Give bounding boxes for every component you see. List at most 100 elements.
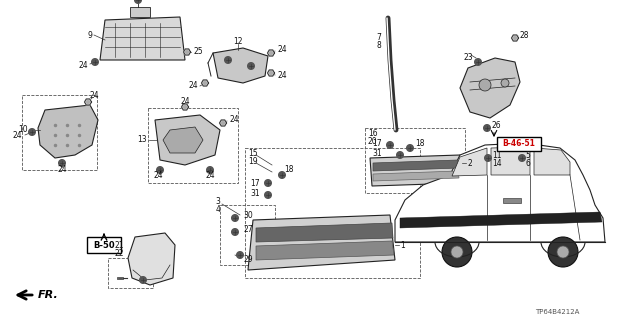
Text: B-50: B-50 — [93, 241, 115, 250]
Circle shape — [501, 79, 509, 87]
Bar — [503, 198, 521, 203]
Text: 23: 23 — [463, 52, 473, 61]
Circle shape — [269, 71, 273, 75]
Text: 24: 24 — [188, 82, 198, 91]
Text: 24: 24 — [277, 45, 287, 54]
Text: FR.: FR. — [38, 290, 59, 300]
Text: 28: 28 — [520, 31, 529, 41]
Circle shape — [157, 166, 163, 173]
Polygon shape — [534, 148, 570, 175]
Text: 24: 24 — [180, 97, 190, 106]
Text: 18: 18 — [284, 165, 294, 174]
Circle shape — [264, 191, 271, 198]
Circle shape — [92, 59, 99, 66]
Polygon shape — [373, 160, 459, 171]
Text: 14: 14 — [492, 158, 502, 167]
Circle shape — [269, 51, 273, 55]
Polygon shape — [163, 127, 203, 153]
Polygon shape — [373, 171, 459, 181]
Circle shape — [225, 57, 232, 63]
Polygon shape — [256, 223, 393, 242]
Text: 24: 24 — [205, 172, 215, 180]
Circle shape — [232, 214, 239, 221]
Text: 8: 8 — [376, 42, 381, 51]
Circle shape — [397, 151, 403, 158]
Polygon shape — [128, 233, 175, 285]
Circle shape — [278, 172, 285, 179]
Circle shape — [204, 81, 207, 85]
Circle shape — [548, 237, 578, 267]
Text: 31: 31 — [372, 148, 382, 157]
Circle shape — [58, 159, 65, 166]
Text: 27: 27 — [243, 226, 253, 235]
Polygon shape — [184, 49, 191, 55]
Polygon shape — [511, 35, 518, 41]
Bar — [117, 276, 123, 279]
Polygon shape — [155, 115, 220, 165]
Text: 15: 15 — [248, 148, 258, 157]
Circle shape — [479, 79, 491, 91]
Bar — [22, 95, 97, 170]
Circle shape — [134, 0, 141, 4]
Text: 26: 26 — [492, 122, 502, 131]
Text: 6: 6 — [525, 158, 530, 167]
Text: 18: 18 — [415, 140, 424, 148]
Text: 2: 2 — [468, 158, 473, 167]
Polygon shape — [202, 80, 209, 86]
Circle shape — [221, 121, 225, 125]
Circle shape — [557, 246, 569, 258]
Circle shape — [513, 36, 516, 40]
Text: 24: 24 — [142, 0, 152, 2]
Circle shape — [264, 180, 271, 187]
Polygon shape — [220, 120, 227, 126]
Text: 7: 7 — [376, 34, 381, 43]
Text: 31: 31 — [250, 188, 260, 197]
Text: 5: 5 — [525, 150, 530, 159]
Polygon shape — [400, 212, 602, 228]
Circle shape — [185, 50, 189, 54]
Polygon shape — [213, 48, 268, 83]
Text: B-46-51: B-46-51 — [502, 140, 536, 148]
Bar — [130, 7, 150, 17]
Bar — [245, 148, 420, 278]
Circle shape — [518, 155, 525, 162]
Text: 17: 17 — [372, 139, 382, 148]
Text: TP64B4212A: TP64B4212A — [535, 309, 579, 315]
Polygon shape — [38, 105, 98, 158]
Text: 24: 24 — [153, 172, 163, 180]
Text: 29: 29 — [243, 255, 253, 265]
Circle shape — [248, 62, 255, 69]
Circle shape — [140, 276, 147, 284]
Text: 10: 10 — [19, 125, 28, 134]
Text: 9: 9 — [87, 30, 92, 39]
Polygon shape — [100, 17, 185, 60]
Circle shape — [29, 129, 35, 135]
Text: 21: 21 — [115, 241, 124, 250]
Polygon shape — [268, 70, 275, 76]
Text: 13: 13 — [138, 135, 147, 145]
Polygon shape — [395, 143, 605, 242]
Circle shape — [237, 252, 243, 259]
Text: 22: 22 — [115, 249, 124, 258]
Text: 24: 24 — [229, 116, 239, 124]
FancyBboxPatch shape — [497, 137, 541, 151]
Polygon shape — [248, 215, 395, 270]
Circle shape — [484, 155, 492, 162]
Text: 24: 24 — [90, 92, 100, 100]
Circle shape — [483, 124, 490, 132]
Polygon shape — [491, 147, 530, 175]
Polygon shape — [370, 155, 462, 186]
Text: 25: 25 — [193, 47, 203, 57]
Circle shape — [232, 228, 239, 236]
Bar — [148, 108, 238, 183]
FancyBboxPatch shape — [87, 237, 121, 253]
Polygon shape — [182, 104, 189, 110]
Text: 1: 1 — [400, 241, 404, 250]
Text: 24: 24 — [57, 164, 67, 173]
Text: 30: 30 — [243, 211, 253, 220]
Circle shape — [207, 166, 214, 173]
Text: 12: 12 — [233, 37, 243, 46]
Text: 20: 20 — [368, 137, 378, 146]
Polygon shape — [452, 148, 487, 176]
Bar — [220, 205, 275, 265]
